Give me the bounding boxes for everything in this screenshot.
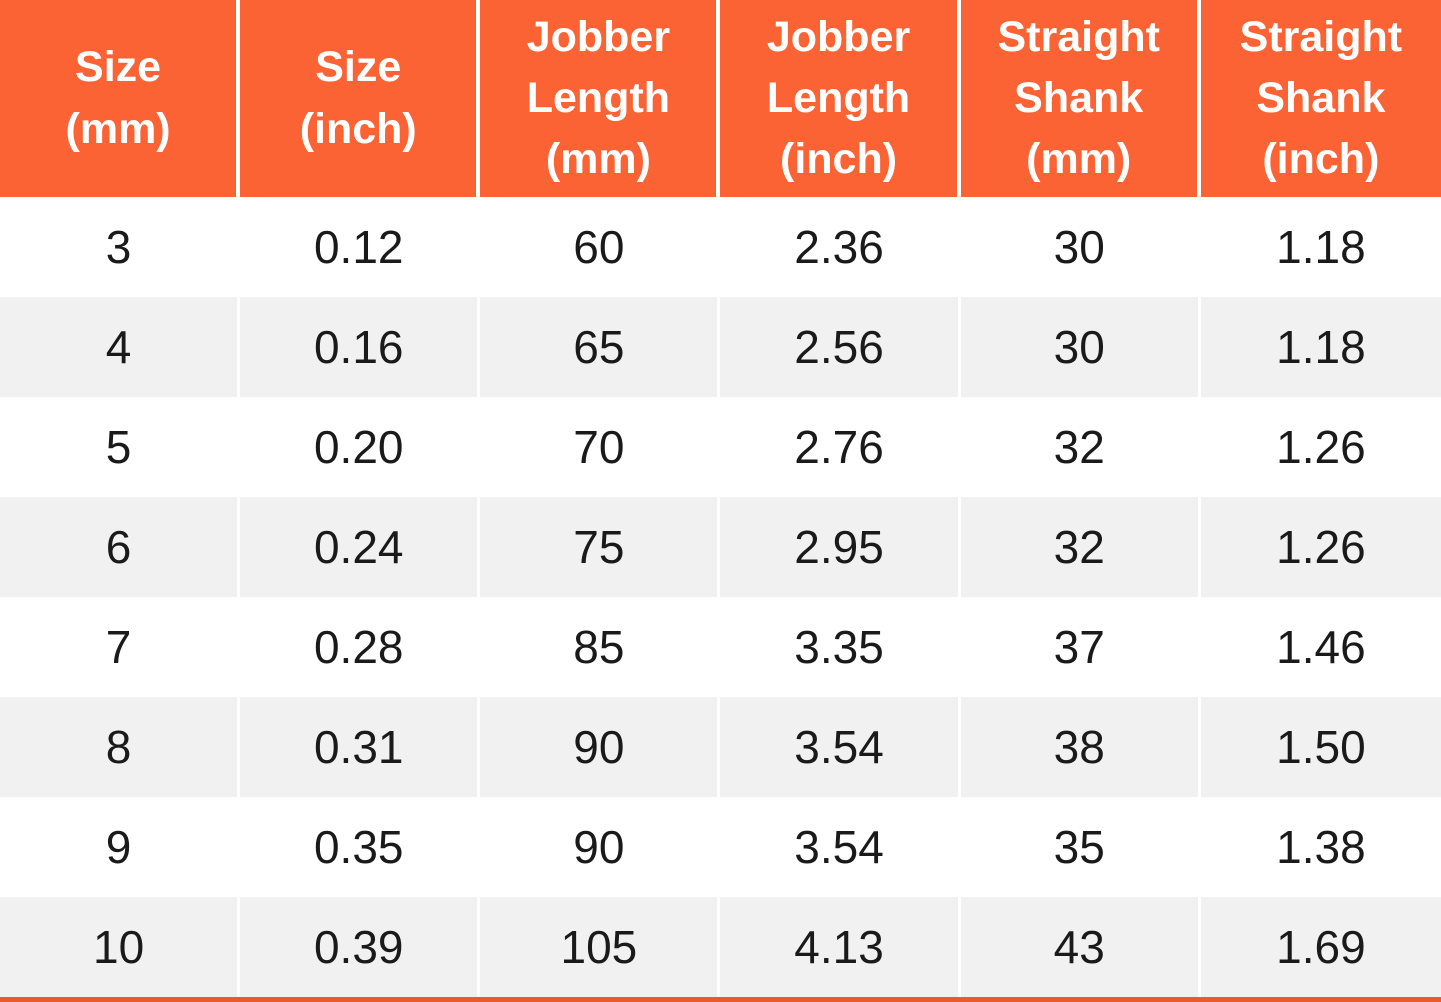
table-row: 4 0.16 65 2.56 30 1.18: [0, 297, 1441, 397]
table-cell: 3.54: [720, 697, 961, 797]
table-cell: 0.31: [240, 697, 481, 797]
table-cell: 90: [480, 797, 721, 897]
table-cell: 10: [0, 897, 241, 997]
table-cell: 75: [480, 497, 721, 597]
header-row: Size (mm) Size (inch) Jobber Length (mm) Jo…: [0, 0, 1441, 197]
table-cell: 30: [960, 197, 1201, 297]
table-cell: 0.12: [240, 197, 481, 297]
column-header-jobber-length-mm: Jobber Length (mm): [480, 0, 721, 197]
table-cell: 1.46: [1200, 597, 1441, 697]
table-cell: 105: [480, 897, 721, 997]
table-cell: 2.36: [720, 197, 961, 297]
table-cell: 3.54: [720, 797, 961, 897]
column-header-size-mm: Size (mm): [0, 0, 241, 197]
table-cell: 1.38: [1200, 797, 1441, 897]
table-cell: 1.69: [1200, 897, 1441, 997]
table-cell: 0.39: [240, 897, 481, 997]
table-cell: 43: [960, 897, 1201, 997]
table-cell: 2.95: [720, 497, 961, 597]
table-cell: 30: [960, 297, 1201, 397]
table-row: 9 0.35 90 3.54 35 1.38: [0, 797, 1441, 897]
table-cell: 65: [480, 297, 721, 397]
table-cell: 4.13: [720, 897, 961, 997]
table-cell: 0.24: [240, 497, 481, 597]
column-header-jobber-length-inch: Jobber Length (inch): [720, 0, 961, 197]
table-cell: 1.26: [1200, 397, 1441, 497]
table-cell: 60: [480, 197, 721, 297]
table-cell: 1.26: [1200, 497, 1441, 597]
table-cell: 1.18: [1200, 197, 1441, 297]
table-cell: 2.56: [720, 297, 961, 397]
table-cell: 0.20: [240, 397, 481, 497]
column-header-size-inch: Size (inch): [240, 0, 481, 197]
table-header: Size (mm) Size (inch) Jobber Length (mm) Jo…: [0, 0, 1441, 197]
table-row: 3 0.12 60 2.36 30 1.18: [0, 197, 1441, 297]
table-cell: 1.18: [1200, 297, 1441, 397]
table-cell: 3.35: [720, 597, 961, 697]
table-cell: 85: [480, 597, 721, 697]
table-cell: 6: [0, 497, 241, 597]
table-cell: 2.76: [720, 397, 961, 497]
table-cell: 0.35: [240, 797, 481, 897]
column-header-straight-shank-inch: Straight Shank (inch): [1200, 0, 1441, 197]
table-row: 10 0.39 105 4.13 43 1.69: [0, 897, 1441, 997]
table-cell: 32: [960, 497, 1201, 597]
table-cell: 90: [480, 697, 721, 797]
table-cell: 70: [480, 397, 721, 497]
table-row: 5 0.20 70 2.76 32 1.26: [0, 397, 1441, 497]
table-cell: 37: [960, 597, 1201, 697]
table-cell: 35: [960, 797, 1201, 897]
table-cell: 38: [960, 697, 1201, 797]
table-body: 3 0.12 60 2.36 30 1.18 4 0.16 65 2.56 30 1.18 5 0.20 7…: [0, 197, 1441, 997]
table-cell: 7: [0, 597, 241, 697]
table-row: 6 0.24 75 2.95 32 1.26: [0, 497, 1441, 597]
table-cell: 1.50: [1200, 697, 1441, 797]
table-cell: 0.16: [240, 297, 481, 397]
column-header-straight-shank-mm: Straight Shank (mm): [960, 0, 1201, 197]
table-row: 7 0.28 85 3.35 37 1.46: [0, 597, 1441, 697]
table-cell: 32: [960, 397, 1201, 497]
table-row: 8 0.31 90 3.54 38 1.50: [0, 697, 1441, 797]
table-cell: 5: [0, 397, 241, 497]
table-cell: 3: [0, 197, 241, 297]
table-cell: 9: [0, 797, 241, 897]
table-cell: 8: [0, 697, 241, 797]
table-cell: 4: [0, 297, 241, 397]
table-cell: 0.28: [240, 597, 481, 697]
